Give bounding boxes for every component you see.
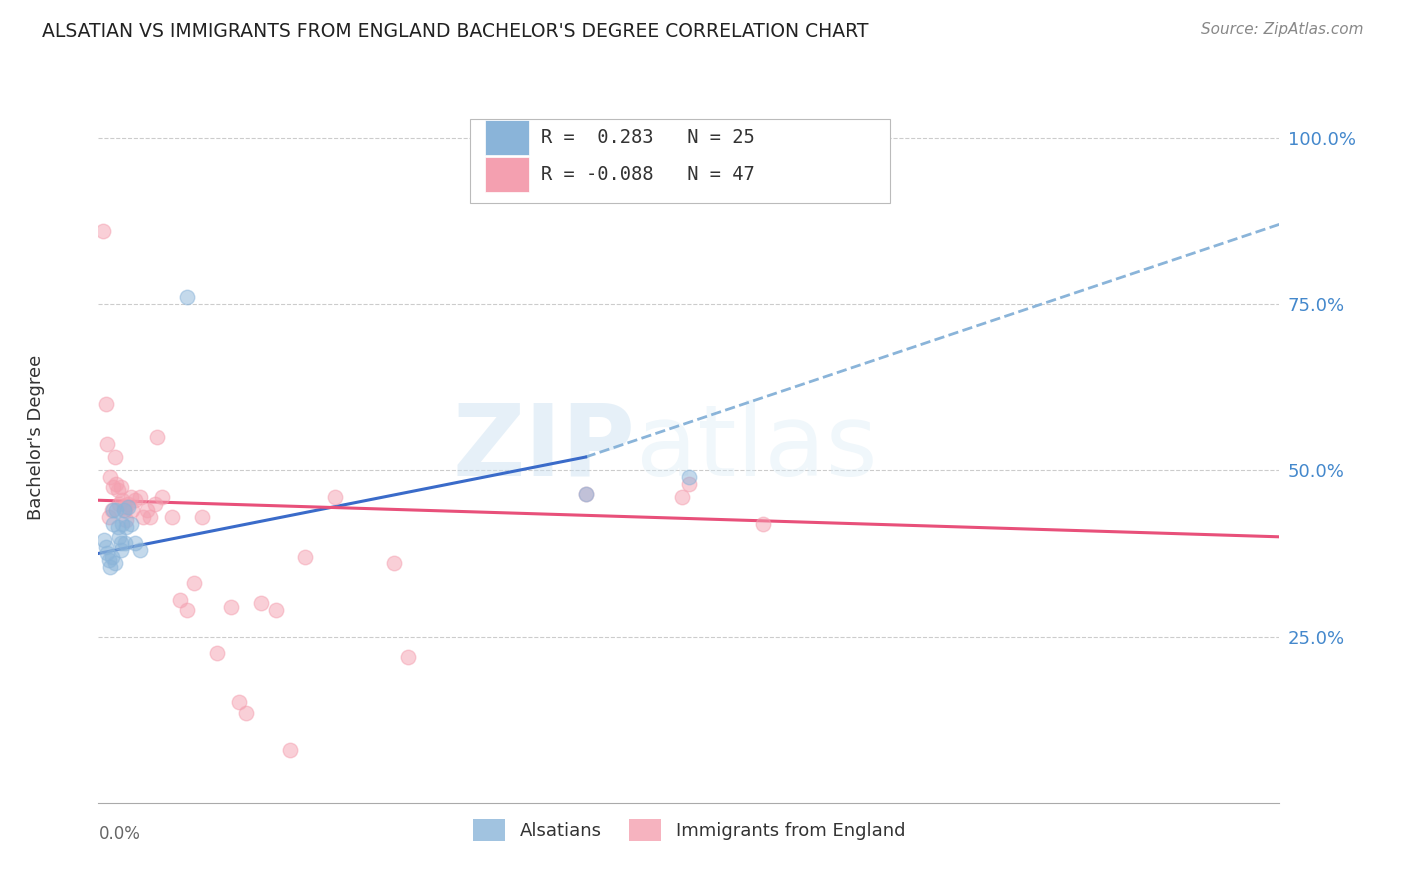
Text: atlas: atlas (636, 400, 877, 497)
Point (228, 695, 250, 709)
Point (105, 476, 128, 491)
Point (176, 603, 198, 617)
Point (91, 224, 114, 238)
Point (120, 490, 142, 504)
Point (191, 509, 214, 524)
Point (124, 493, 146, 508)
Point (110, 480, 132, 494)
Point (111, 516, 134, 531)
FancyBboxPatch shape (485, 120, 530, 155)
Point (103, 503, 125, 517)
Point (264, 603, 287, 617)
Point (100, 503, 122, 517)
Text: Bachelor's Degree: Bachelor's Degree (27, 354, 45, 520)
Point (103, 516, 125, 531)
Point (107, 520, 129, 534)
Point (294, 549, 316, 564)
Point (96, 546, 118, 560)
Point (221, 599, 243, 614)
Point (382, 557, 405, 571)
Point (115, 513, 138, 527)
Point (120, 516, 142, 531)
Point (143, 497, 166, 511)
Point (104, 450, 127, 464)
Point (128, 543, 150, 558)
Point (104, 557, 127, 571)
Point (117, 497, 139, 511)
FancyBboxPatch shape (471, 119, 890, 203)
Point (235, 706, 257, 720)
Point (93, 533, 115, 548)
Point (678, 470, 700, 484)
Point (117, 500, 139, 514)
Point (98, 470, 121, 484)
Point (112, 500, 135, 514)
Text: R =  0.283   N = 25: R = 0.283 N = 25 (541, 128, 755, 147)
Point (671, 490, 693, 504)
Text: 0.0%: 0.0% (98, 825, 141, 843)
Point (205, 646, 228, 660)
Point (678, 476, 700, 491)
Point (110, 536, 132, 550)
Point (111, 493, 134, 508)
Legend: Alsatians, Immigrants from England: Alsatians, Immigrants from England (465, 812, 912, 848)
Text: Source: ZipAtlas.com: Source: ZipAtlas.com (1201, 22, 1364, 37)
Point (107, 483, 129, 498)
Point (323, 490, 346, 504)
Point (575, 486, 598, 500)
Point (114, 536, 136, 550)
Point (115, 520, 138, 534)
Point (105, 503, 128, 517)
Point (94, 540, 117, 554)
Point (124, 536, 146, 550)
Point (97, 553, 120, 567)
Point (98, 559, 121, 574)
Point (110, 543, 132, 558)
Point (136, 503, 159, 517)
Point (183, 576, 205, 591)
Point (121, 503, 143, 517)
Point (139, 509, 162, 524)
Point (112, 503, 135, 517)
Point (146, 430, 169, 444)
Point (108, 497, 131, 511)
Text: R = -0.088   N = 47: R = -0.088 N = 47 (541, 165, 755, 184)
Point (108, 530, 131, 544)
Point (114, 503, 136, 517)
Point (280, 742, 302, 756)
Point (96, 436, 118, 450)
Point (752, 516, 775, 531)
Point (398, 649, 420, 664)
Text: ALSATIAN VS IMMIGRANTS FROM ENGLAND BACHELOR'S DEGREE CORRELATION CHART: ALSATIAN VS IMMIGRANTS FROM ENGLAND BACH… (42, 22, 869, 41)
Point (162, 509, 183, 524)
FancyBboxPatch shape (485, 157, 530, 192)
Point (132, 509, 155, 524)
Text: ZIP: ZIP (453, 400, 636, 497)
Point (250, 596, 273, 610)
Point (103, 480, 125, 494)
Point (169, 593, 191, 607)
Point (97, 509, 120, 524)
Point (94, 397, 117, 411)
Point (575, 486, 598, 500)
Point (176, 290, 198, 304)
Point (100, 549, 122, 564)
Point (150, 490, 173, 504)
Point (128, 490, 150, 504)
